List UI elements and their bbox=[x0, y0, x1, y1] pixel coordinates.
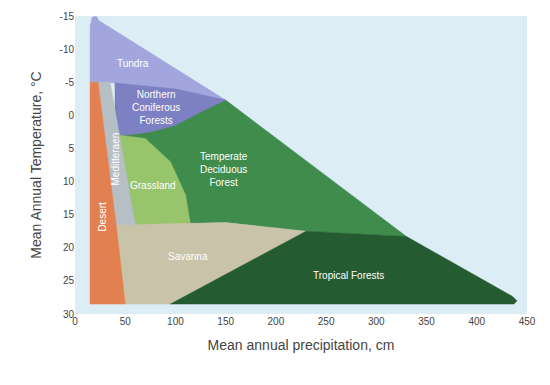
svg-text:TemperateDeciduousForest: TemperateDeciduousForest bbox=[200, 151, 248, 188]
svg-text:Mean annual precipitation, cm: Mean annual precipitation, cm bbox=[208, 337, 395, 353]
svg-text:Mean Annual Temperature, °C: Mean Annual Temperature, °C bbox=[28, 71, 44, 258]
svg-text:100: 100 bbox=[167, 316, 184, 327]
svg-text:-15: -15 bbox=[60, 11, 75, 22]
svg-text:0: 0 bbox=[68, 110, 74, 121]
svg-text:50: 50 bbox=[120, 316, 132, 327]
svg-text:15: 15 bbox=[63, 209, 75, 220]
svg-text:300: 300 bbox=[368, 316, 385, 327]
svg-text:400: 400 bbox=[468, 316, 485, 327]
svg-text:5: 5 bbox=[68, 143, 74, 154]
svg-text:Desert: Desert bbox=[97, 202, 108, 232]
svg-text:20: 20 bbox=[63, 242, 75, 253]
svg-text:-10: -10 bbox=[60, 44, 75, 55]
svg-text:NorthernConiferousForests: NorthernConiferousForests bbox=[132, 89, 180, 126]
svg-text:30: 30 bbox=[63, 309, 75, 320]
svg-text:Savanna: Savanna bbox=[168, 251, 208, 262]
svg-text:25: 25 bbox=[63, 275, 75, 286]
svg-text:Tropical Forests: Tropical Forests bbox=[313, 270, 384, 281]
svg-text:Meditteraen: Meditteraen bbox=[110, 133, 121, 186]
svg-text:450: 450 bbox=[519, 316, 536, 327]
svg-text:0: 0 bbox=[72, 316, 78, 327]
svg-text:-5: -5 bbox=[65, 77, 74, 88]
svg-text:Tundra: Tundra bbox=[117, 58, 149, 69]
svg-text:350: 350 bbox=[418, 316, 435, 327]
svg-text:Grassland: Grassland bbox=[130, 180, 176, 191]
svg-text:250: 250 bbox=[318, 316, 335, 327]
svg-text:200: 200 bbox=[268, 316, 285, 327]
svg-text:10: 10 bbox=[63, 176, 75, 187]
svg-text:150: 150 bbox=[217, 316, 234, 327]
